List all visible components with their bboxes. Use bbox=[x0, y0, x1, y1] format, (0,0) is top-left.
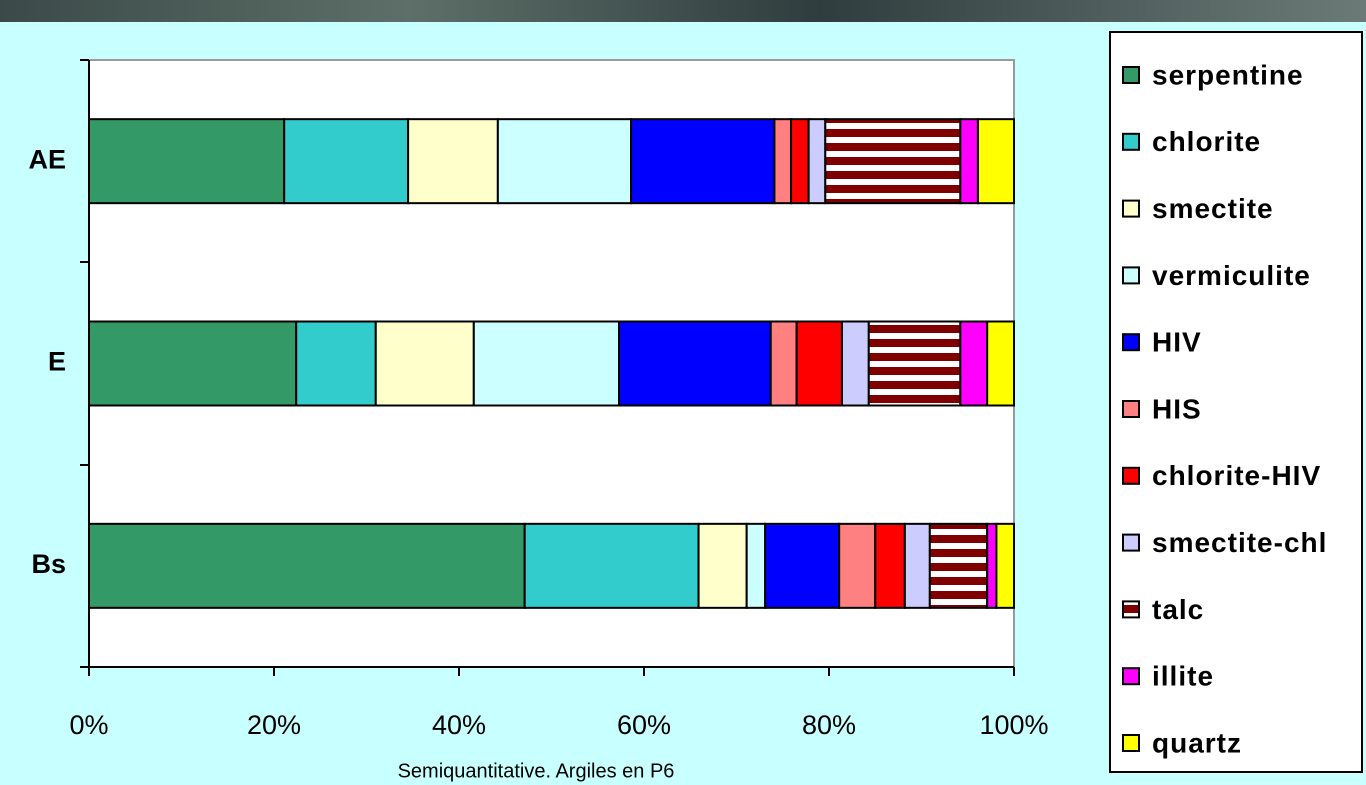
x-tick-label: 100% bbox=[979, 710, 1048, 740]
bar-segment bbox=[986, 320, 1015, 407]
bar-segment bbox=[959, 320, 989, 407]
legend-label: HIS bbox=[1152, 393, 1202, 424]
y-tick-label: E bbox=[48, 347, 66, 377]
legend-label: illite bbox=[1152, 661, 1214, 692]
x-axis-title: Semiquantitative. Argiles en P6 bbox=[398, 760, 675, 782]
bar-segment bbox=[523, 522, 700, 609]
bar-segment bbox=[824, 118, 962, 205]
bar-segment bbox=[88, 118, 286, 205]
bar-segment bbox=[795, 320, 843, 407]
legend-swatch bbox=[1122, 533, 1140, 552]
bar-segment bbox=[745, 522, 767, 609]
x-tick-label: 20% bbox=[247, 710, 301, 740]
bar-segment bbox=[838, 522, 877, 609]
bar-segment bbox=[976, 118, 1015, 205]
bar-segment bbox=[630, 118, 776, 205]
legend-label: serpentine bbox=[1152, 59, 1304, 90]
bar-segment bbox=[790, 118, 810, 205]
legend bbox=[1109, 31, 1363, 773]
bar-segment bbox=[283, 118, 410, 205]
x-tick-label: 0% bbox=[69, 710, 108, 740]
legend-label: smectite bbox=[1152, 193, 1274, 224]
x-tick-label: 60% bbox=[617, 710, 671, 740]
legend-swatch bbox=[1122, 400, 1140, 418]
bar-segment bbox=[986, 522, 998, 609]
bar-segment bbox=[697, 522, 748, 609]
legend-label: talc bbox=[1152, 594, 1204, 625]
bar-segment bbox=[773, 118, 793, 205]
legend-label: smectite-chl bbox=[1152, 527, 1327, 558]
bar-segment bbox=[295, 320, 377, 407]
bar-segment bbox=[903, 522, 931, 609]
legend-swatch bbox=[1122, 199, 1140, 218]
legend-swatch bbox=[1122, 466, 1140, 485]
legend-label: quartz bbox=[1152, 727, 1242, 758]
bar-segment bbox=[88, 522, 526, 609]
legend-swatch bbox=[1122, 734, 1140, 752]
bar-segment bbox=[807, 118, 827, 205]
legend-swatch bbox=[1122, 667, 1140, 686]
bar-segment bbox=[995, 522, 1015, 609]
y-tick-label: AE bbox=[28, 144, 66, 174]
legend-label: chlorite-HIV bbox=[1152, 460, 1321, 491]
y-tick-label: Bs bbox=[31, 549, 66, 579]
bar-segment bbox=[407, 118, 499, 205]
legend-swatch bbox=[1122, 333, 1140, 352]
legend-label: chlorite bbox=[1152, 126, 1261, 157]
bar-segment bbox=[840, 320, 870, 407]
legend-swatch bbox=[1122, 132, 1140, 151]
photo-strip bbox=[0, 0, 1366, 22]
legend-label: vermiculite bbox=[1152, 260, 1311, 291]
legend-swatch bbox=[1122, 66, 1140, 84]
x-tick-label: 40% bbox=[432, 710, 486, 740]
x-tick-label: 80% bbox=[802, 710, 856, 740]
bar-segment bbox=[88, 320, 298, 407]
bar-segment bbox=[618, 320, 772, 407]
bar-segment bbox=[928, 522, 989, 609]
bar-segment bbox=[374, 320, 475, 407]
bar-segment bbox=[959, 118, 979, 205]
legend-swatch bbox=[1122, 266, 1140, 285]
bar-segment bbox=[867, 320, 962, 407]
legend-swatch bbox=[1122, 600, 1140, 619]
bar-segment bbox=[764, 522, 841, 609]
bar-segment bbox=[496, 118, 633, 205]
bar-segment bbox=[472, 320, 621, 407]
bar-segment bbox=[769, 320, 798, 407]
bar-segment bbox=[874, 522, 906, 609]
legend-label: HIV bbox=[1152, 327, 1202, 358]
